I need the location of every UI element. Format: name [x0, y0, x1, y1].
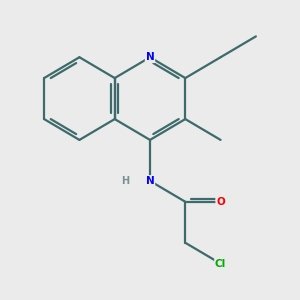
Text: N: N: [146, 176, 154, 186]
Text: H: H: [121, 176, 129, 186]
Text: N: N: [146, 52, 154, 62]
Text: O: O: [216, 197, 225, 207]
Text: Cl: Cl: [215, 259, 226, 269]
